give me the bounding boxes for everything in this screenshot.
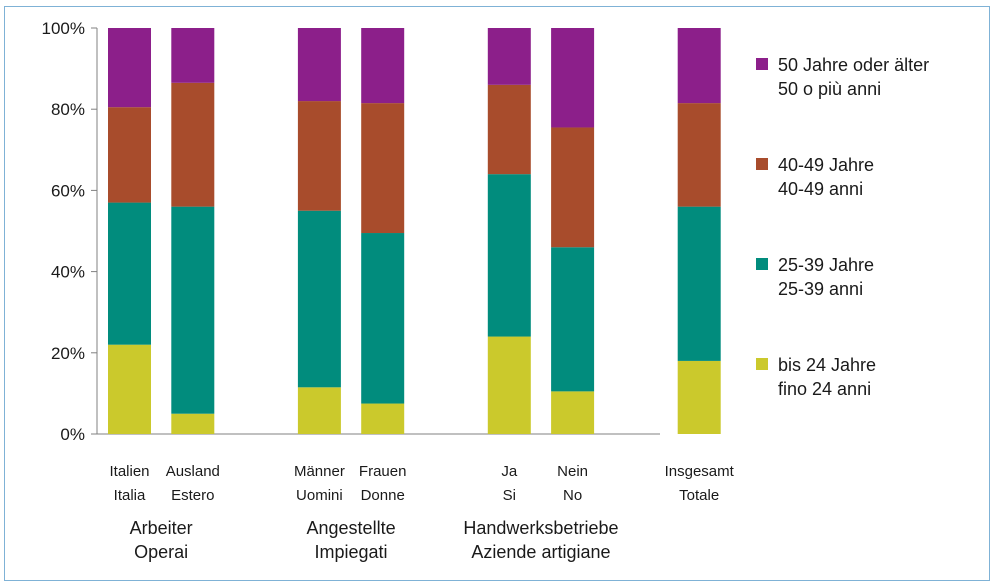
bar-segment (677, 103, 721, 207)
category-label: Italien (109, 463, 149, 480)
group-label: Impiegati (315, 542, 388, 562)
y-tick-label: 80% (51, 100, 85, 119)
legend-swatch (756, 58, 768, 70)
category-label: Insgesamt (665, 463, 735, 480)
bar-segment (487, 174, 531, 337)
bar-segment (297, 28, 341, 102)
y-tick-label: 0% (60, 425, 85, 444)
legend-swatch (756, 258, 768, 270)
bar-segment (361, 233, 405, 404)
bar-segment (108, 344, 151, 434)
legend-label: 40-49 Jahre (778, 155, 874, 175)
bar-segment (487, 84, 531, 175)
y-tick-label: 20% (51, 344, 85, 363)
y-tick-label: 100% (42, 19, 85, 38)
bar-segment (361, 28, 405, 104)
bar-segment (551, 247, 595, 392)
group-label: Arbeiter (130, 518, 193, 538)
bar-segment (361, 103, 405, 234)
bar-segment (108, 107, 151, 203)
bar-segment (108, 202, 151, 345)
bar-segment (171, 413, 215, 434)
bar-segment (171, 206, 215, 414)
y-tick-label: 60% (51, 181, 85, 200)
group-label: Aziende artigiane (471, 542, 610, 562)
category-label: Männer (294, 463, 345, 480)
bar-segment (551, 127, 595, 248)
bar-segment (677, 28, 721, 104)
bar-segment (171, 28, 215, 83)
category-label: Nein (557, 463, 588, 480)
category-label: Frauen (359, 463, 407, 480)
bar-segment (677, 360, 721, 434)
bar-segment (108, 28, 151, 108)
category-label: Totale (679, 487, 719, 504)
bar-segment (551, 391, 595, 434)
bar-segment (297, 101, 341, 211)
legend-swatch (756, 358, 768, 370)
category-label: Italia (114, 487, 146, 504)
bar-segment (677, 206, 721, 361)
bar-segment (361, 403, 405, 434)
legend-label: 50 Jahre oder älter (778, 55, 929, 75)
category-label: Uomini (296, 487, 343, 504)
legend-swatch (756, 158, 768, 170)
bar-segment (297, 387, 341, 434)
group-label: Angestellte (307, 518, 396, 538)
bar-segment (171, 82, 215, 207)
category-label: Estero (171, 487, 214, 504)
bar-segment (297, 210, 341, 388)
legend-label: 25-39 anni (778, 279, 863, 299)
bar-segment (487, 28, 531, 85)
y-tick-label: 40% (51, 263, 85, 282)
legend-label: 40-49 anni (778, 179, 863, 199)
bar-segment (487, 336, 531, 434)
group-label: Operai (134, 542, 188, 562)
category-label: Si (503, 487, 516, 504)
category-label: Ja (501, 463, 518, 480)
category-label: Donne (361, 487, 405, 504)
bar-segment (551, 28, 595, 128)
legend-label: fino 24 anni (778, 379, 871, 399)
legend-label: bis 24 Jahre (778, 355, 876, 375)
category-label: No (563, 487, 582, 504)
legend-label: 25-39 Jahre (778, 255, 874, 275)
category-label: Ausland (166, 463, 220, 480)
legend-label: 50 o più anni (778, 79, 881, 99)
group-label: Handwerksbetriebe (463, 518, 618, 538)
